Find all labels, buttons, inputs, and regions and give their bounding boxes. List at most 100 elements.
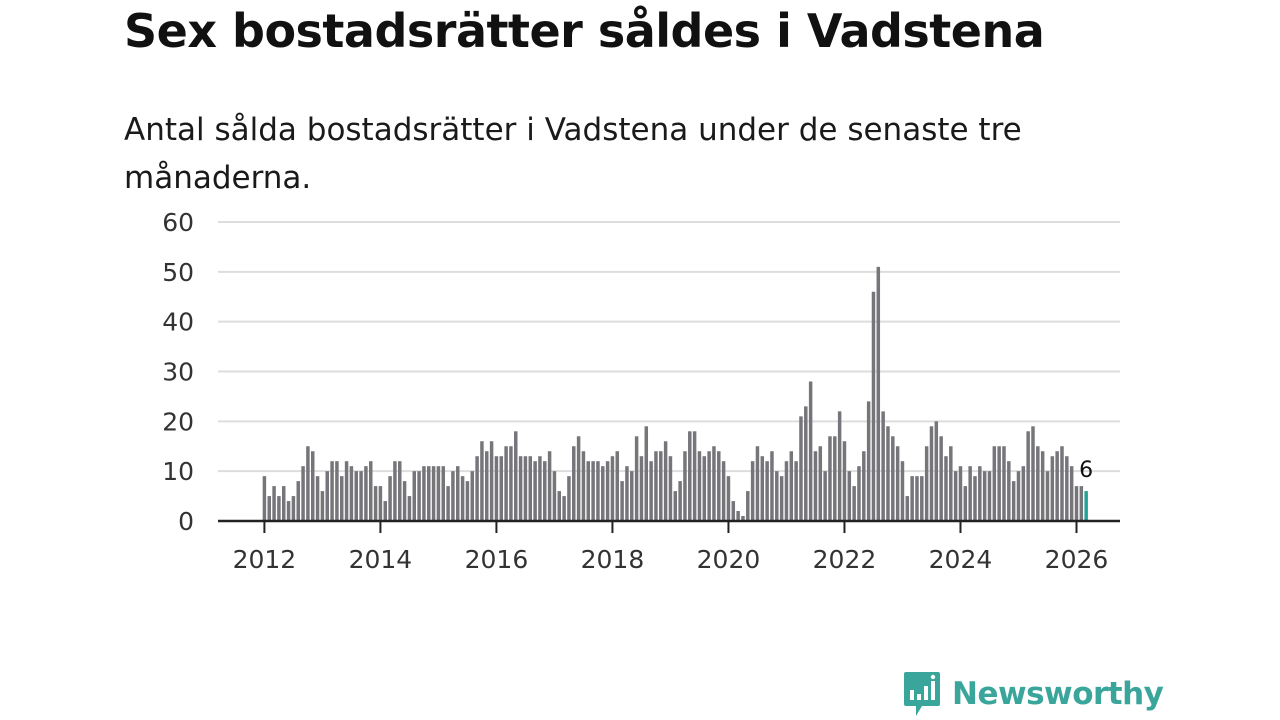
x-tick-label: 2018: [581, 545, 645, 574]
bar: [644, 426, 649, 521]
x-tick-label: 2020: [697, 545, 761, 574]
bar: [779, 476, 784, 521]
bar: [924, 446, 929, 521]
bar: [267, 496, 271, 521]
bar: [1011, 481, 1016, 521]
bar: [837, 411, 842, 521]
x-tick-label: 2012: [233, 545, 297, 574]
bar: [465, 481, 470, 521]
bar: [1002, 446, 1006, 521]
bar: [272, 486, 276, 521]
y-tick-label: 30: [162, 358, 194, 387]
bar: [973, 476, 977, 521]
bar: [659, 451, 663, 521]
bar: [978, 466, 982, 521]
bar: [277, 496, 281, 521]
bar: [678, 481, 682, 521]
y-tick-label: 40: [162, 308, 194, 337]
bar: [364, 466, 368, 521]
bar: [301, 466, 305, 521]
bar: [1036, 446, 1040, 521]
bar: [920, 476, 924, 521]
bars: [262, 266, 1088, 521]
bar: [398, 461, 402, 521]
bar: [775, 471, 779, 521]
x-tick-label: 2026: [1045, 545, 1109, 574]
bar: [755, 446, 760, 521]
bar: [262, 476, 267, 521]
bar: [407, 496, 412, 521]
bar: [823, 471, 827, 521]
chart-title: Sex bostadsrätter såldes i Vadstena: [124, 4, 1045, 58]
bar: [485, 451, 489, 521]
bar: [625, 466, 629, 521]
bar: [427, 466, 431, 521]
bar: [610, 456, 615, 521]
bar: [963, 486, 968, 521]
bar: [857, 466, 861, 521]
bar: [813, 451, 818, 521]
bar: [494, 456, 499, 521]
bar: [866, 401, 871, 521]
bar: [388, 476, 392, 521]
bar: [538, 456, 542, 521]
bar: [557, 491, 562, 521]
bar: [620, 481, 624, 521]
bar-latest: [1084, 491, 1088, 521]
bar: [1016, 471, 1021, 521]
bar: [504, 446, 508, 521]
bar: [639, 456, 644, 521]
bar: [330, 461, 334, 521]
bar: [929, 426, 934, 521]
bar: [1045, 471, 1050, 521]
bar: [344, 461, 349, 521]
bar: [460, 476, 465, 521]
bar: [470, 471, 475, 521]
bar: [746, 491, 750, 521]
bar: [987, 471, 992, 521]
bar: [982, 471, 987, 521]
bar: [944, 456, 948, 521]
bar: [958, 466, 963, 521]
bar: [895, 446, 900, 521]
bar: [499, 456, 504, 521]
bar: [1026, 431, 1030, 521]
bar: [369, 461, 373, 521]
bar: [306, 446, 310, 521]
x-tick-label: 2014: [349, 545, 413, 574]
bar: [475, 456, 479, 521]
bar: [552, 471, 557, 521]
bar: [692, 431, 697, 521]
bar: [325, 471, 329, 521]
bar: [518, 456, 523, 521]
bar: [509, 446, 513, 521]
bar: [335, 461, 339, 521]
bar: [446, 486, 450, 521]
bar: [905, 496, 910, 521]
bar: [818, 446, 823, 521]
bar: [1055, 451, 1059, 521]
bar: [712, 446, 716, 521]
bar: [567, 476, 571, 521]
bar: [1060, 446, 1064, 521]
bar: [1065, 456, 1069, 521]
bar: [688, 431, 692, 521]
bar: [886, 426, 890, 521]
bar: [480, 441, 484, 521]
bar: [591, 461, 595, 521]
bar: [354, 471, 358, 521]
x-tick-label: 2022: [813, 545, 877, 574]
data-label-latest: 6: [1079, 458, 1093, 483]
bar: [910, 476, 914, 521]
bar: [630, 471, 634, 521]
bar: [949, 446, 953, 521]
bar: [412, 471, 416, 521]
bar: [417, 471, 421, 521]
bar: [891, 436, 895, 521]
bar: [736, 511, 740, 521]
x-axis-ticks: 2012 2014 2016 2018 2020 2022 2024 2026: [233, 521, 1109, 574]
bar: [721, 461, 726, 521]
bar: [422, 466, 426, 521]
bar: [581, 451, 586, 521]
